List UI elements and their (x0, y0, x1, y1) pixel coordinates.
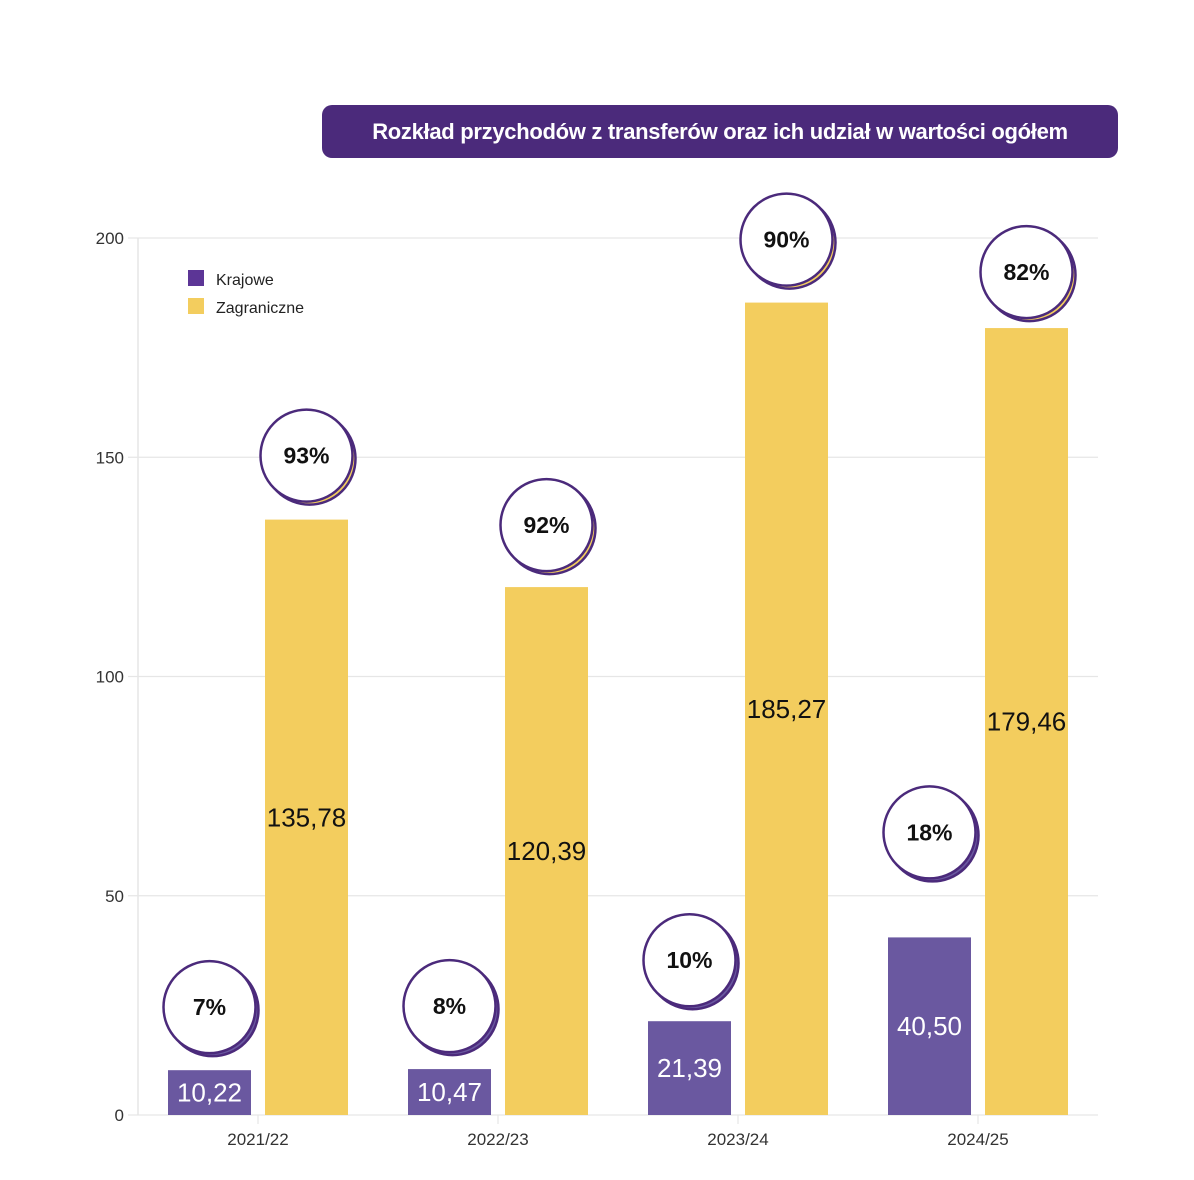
bubble-circle (642, 912, 737, 1008)
bar-zagraniczne-2021-22 (265, 519, 348, 1115)
chart-title-banner: Rozkład przychodów z transferów oraz ich… (322, 105, 1118, 158)
x-tick-label: 2021/22 (227, 1130, 288, 1149)
y-axis: 0 50 100 150 200 (96, 229, 139, 1125)
legend-swatch-zagraniczne (188, 298, 204, 314)
share-label: 82% (1003, 259, 1049, 285)
share-label: 7% (193, 994, 226, 1020)
bubble-circle (979, 224, 1074, 320)
bar-krajowe-2024-25 (888, 937, 971, 1115)
legend-label-krajowe: Krajowe (216, 272, 274, 289)
x-tick-label: 2022/23 (467, 1130, 528, 1149)
bar-zagraniczne-2024-25 (985, 328, 1068, 1116)
legend-label-zagraniczne: Zagraniczne (216, 300, 304, 317)
bars (168, 302, 1068, 1116)
bar-krajowe-2022-23 (408, 1069, 491, 1115)
bubble-circle (739, 192, 834, 287)
y-tick-label: 0 (115, 1106, 124, 1125)
bubble-circle (499, 477, 594, 573)
share-label: 8% (433, 993, 466, 1019)
bar-zagraniczne-2022-23 (505, 587, 588, 1115)
chart-title: Rozkład przychodów z transferów oraz ich… (372, 118, 1068, 144)
bubble-circle (259, 408, 354, 503)
bar-value-label: 40,50 (897, 1011, 962, 1041)
x-axis: 2021/22 2022/23 2023/24 2024/25 (227, 1115, 1009, 1149)
share-bubbles: 7% 8% 10% 18% 93% 92% 90% 82% (162, 192, 1077, 1058)
bar-value-label: 179,46 (987, 707, 1067, 737)
share-label: 10% (666, 947, 712, 973)
bar-value-label: 120,39 (507, 836, 587, 866)
y-tick-label: 50 (105, 887, 124, 906)
share-label: 92% (523, 512, 569, 538)
value-labels: 10,22 10,47 21,39 40,50 135,78 120,39 185,27 17… (177, 694, 1066, 1108)
bar-value-label: 21,39 (657, 1053, 722, 1083)
legend: Krajowe Zagraniczne (188, 270, 304, 317)
bar-value-label: 10,47 (417, 1077, 482, 1107)
bar-krajowe-2021-22 (168, 1070, 251, 1115)
x-tick-label: 2023/24 (707, 1130, 768, 1149)
y-tick-label: 100 (96, 668, 124, 687)
legend-swatch-krajowe (188, 270, 204, 286)
share-label: 93% (283, 443, 329, 469)
bar-value-label: 10,22 (177, 1078, 242, 1108)
share-label: 18% (906, 819, 952, 845)
bar-krajowe-2023-24 (648, 1021, 731, 1115)
share-label: 90% (763, 227, 809, 253)
y-tick-label: 150 (96, 448, 124, 467)
bubble-circle (162, 959, 257, 1055)
bubble-circle (882, 785, 977, 880)
bar-zagraniczne-2023-24 (745, 302, 828, 1115)
y-tick-label: 200 (96, 229, 124, 248)
bubble-circle (402, 958, 497, 1054)
bar-value-label: 185,27 (747, 694, 827, 724)
bar-value-label: 135,78 (267, 802, 347, 832)
x-tick-label: 2024/25 (947, 1130, 1008, 1149)
